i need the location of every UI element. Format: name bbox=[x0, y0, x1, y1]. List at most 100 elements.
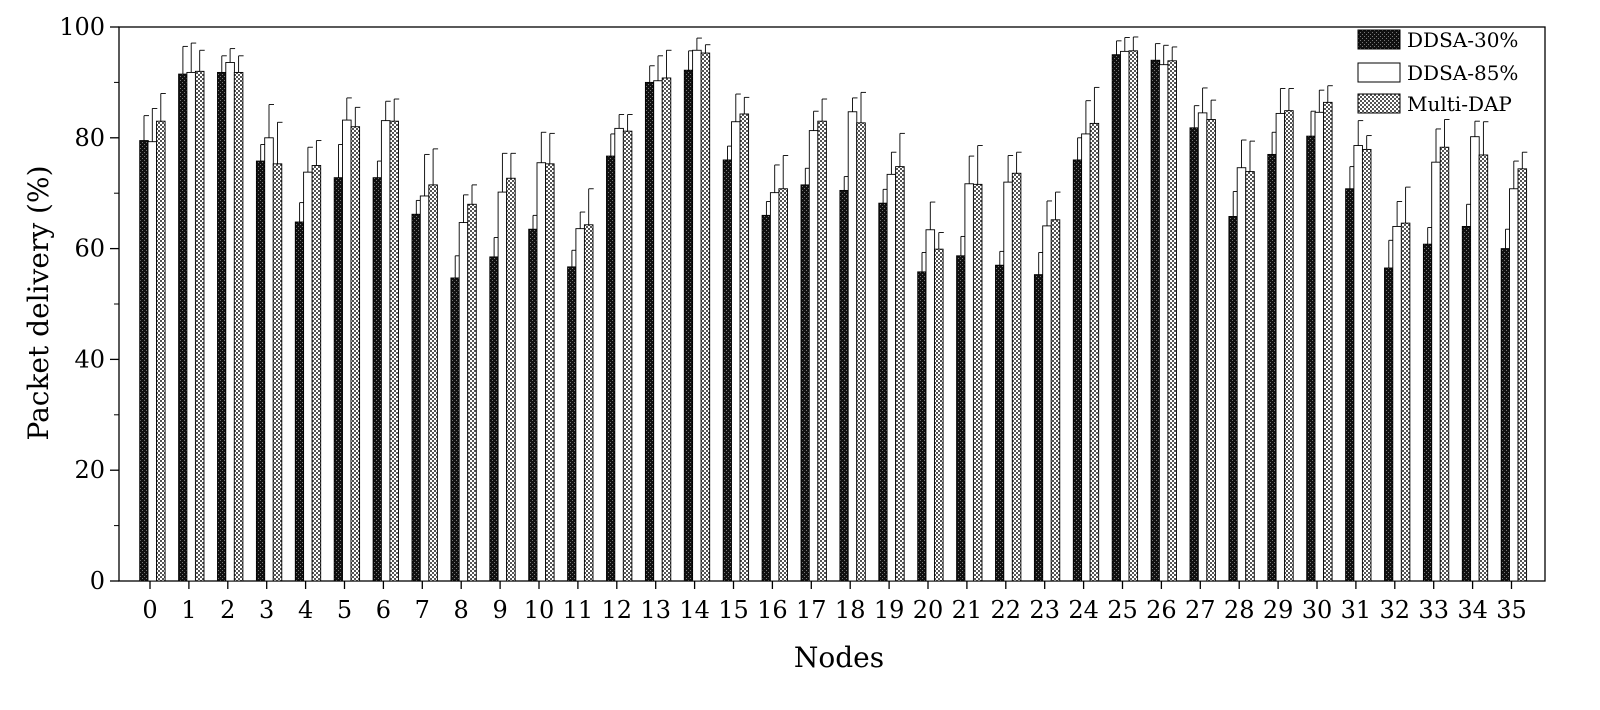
bar-multi-dap bbox=[233, 71, 244, 582]
legend-swatch-ddsa-85 bbox=[1357, 62, 1401, 83]
bar-multi-dap bbox=[389, 120, 399, 582]
y-tick-label: 0 bbox=[90, 567, 105, 595]
x-tick-label: 12 bbox=[602, 596, 633, 624]
bar-multi-dap bbox=[817, 120, 827, 582]
bar-ddsa-85- bbox=[1197, 112, 1208, 582]
bar-multi-dap bbox=[545, 163, 555, 582]
bar-multi-dap bbox=[194, 70, 205, 582]
bar-ddsa-85- bbox=[303, 171, 313, 582]
y-tick-label: 80 bbox=[74, 124, 105, 152]
bar-ddsa-30- bbox=[878, 202, 888, 582]
bar-multi-dap bbox=[1478, 154, 1489, 582]
bar-ddsa-30- bbox=[1345, 188, 1355, 582]
bar-ddsa-30- bbox=[411, 213, 422, 582]
x-tick-label: 24 bbox=[1068, 596, 1099, 624]
bar-ddsa-85- bbox=[925, 229, 936, 582]
bar-multi-dap bbox=[506, 177, 516, 582]
bar-multi-dap bbox=[778, 188, 788, 582]
bar-ddsa-30- bbox=[294, 221, 305, 582]
x-tick-label: 32 bbox=[1380, 596, 1411, 624]
x-tick-label: 33 bbox=[1418, 596, 1449, 624]
bar-multi-dap bbox=[895, 166, 905, 582]
bar-ddsa-85- bbox=[1353, 145, 1363, 582]
bar-multi-dap bbox=[1050, 219, 1061, 582]
x-tick-label: 2 bbox=[220, 596, 235, 624]
bar-ddsa-30- bbox=[1422, 243, 1433, 582]
x-axis-title: Nodes bbox=[794, 641, 884, 674]
bar-multi-dap bbox=[428, 184, 438, 582]
bar-ddsa-85- bbox=[769, 192, 780, 582]
bar-multi-dap bbox=[583, 224, 594, 582]
bar-ddsa-30- bbox=[1228, 216, 1238, 582]
x-tick-label: 5 bbox=[337, 596, 352, 624]
bar-ddsa-85- bbox=[1314, 111, 1325, 582]
bar-ddsa-85- bbox=[1392, 225, 1402, 582]
bar-ddsa-30- bbox=[722, 159, 733, 582]
bar-ddsa-30- bbox=[800, 184, 811, 582]
bar-ddsa-85- bbox=[692, 49, 702, 582]
bar-ddsa-30- bbox=[1111, 54, 1122, 582]
x-tick-label: 26 bbox=[1146, 596, 1177, 624]
bar-multi-dap bbox=[1206, 119, 1216, 582]
y-tick-label: 60 bbox=[74, 235, 105, 263]
x-tick-label: 4 bbox=[298, 596, 313, 624]
x-tick-label: 11 bbox=[563, 596, 594, 624]
bar-ddsa-85- bbox=[225, 62, 235, 582]
bar-ddsa-85- bbox=[1236, 167, 1247, 582]
legend-label-ddsa-85: DDSA-85% bbox=[1407, 61, 1518, 85]
bar-multi-dap bbox=[1245, 171, 1255, 582]
bar-ddsa-30- bbox=[1461, 225, 1472, 582]
x-tick-label: 0 bbox=[142, 596, 157, 624]
y-axis-title: Packet delivery (%) bbox=[22, 166, 55, 441]
bar-ddsa-85- bbox=[808, 130, 819, 582]
bar-multi-dap bbox=[622, 130, 633, 582]
bar-ddsa-85- bbox=[419, 195, 430, 582]
bar-ddsa-30- bbox=[606, 155, 616, 582]
x-tick-label: 25 bbox=[1107, 596, 1138, 624]
bar-multi-dap bbox=[311, 165, 322, 582]
bar-ddsa-30- bbox=[489, 256, 499, 582]
bar-ddsa-85- bbox=[1509, 188, 1519, 582]
bar-ddsa-85- bbox=[1470, 136, 1480, 582]
bar-multi-dap bbox=[350, 126, 361, 582]
bar-ddsa-85- bbox=[264, 137, 274, 582]
x-tick-label: 19 bbox=[874, 596, 905, 624]
bar-ddsa-85- bbox=[614, 127, 624, 582]
bar-ddsa-30- bbox=[1384, 267, 1394, 582]
bar-ddsa-85- bbox=[1003, 181, 1013, 582]
bar-multi-dap bbox=[1517, 168, 1528, 582]
bar-ddsa-30- bbox=[217, 71, 227, 582]
bar-multi-dap bbox=[700, 52, 711, 582]
bar-ddsa-30- bbox=[1189, 127, 1200, 582]
bar-ddsa-30- bbox=[956, 255, 966, 582]
x-tick-label: 13 bbox=[640, 596, 671, 624]
bar-ddsa-30- bbox=[1306, 135, 1316, 582]
bar-ddsa-85- bbox=[886, 173, 897, 582]
bar-ddsa-30- bbox=[1150, 59, 1161, 582]
bar-ddsa-85- bbox=[1042, 225, 1052, 582]
x-tick-label: 21 bbox=[952, 596, 983, 624]
bar-ddsa-30- bbox=[139, 140, 149, 582]
legend-label-ddsa-30: DDSA-30% bbox=[1407, 28, 1518, 52]
bar-ddsa-85- bbox=[1158, 64, 1169, 582]
bar-ddsa-30- bbox=[567, 266, 577, 582]
bar-ddsa-85- bbox=[1081, 133, 1091, 582]
bar-multi-dap bbox=[1128, 50, 1139, 582]
bar-multi-dap bbox=[1400, 222, 1411, 582]
bar-ddsa-85- bbox=[536, 162, 547, 582]
x-tick-label: 30 bbox=[1302, 596, 1333, 624]
x-tick-label: 9 bbox=[492, 596, 507, 624]
bar-ddsa-30- bbox=[450, 277, 460, 582]
bar-ddsa-85- bbox=[186, 71, 196, 582]
x-tick-label: 18 bbox=[835, 596, 866, 624]
bar-ddsa-30- bbox=[1072, 159, 1083, 582]
bar-ddsa-30- bbox=[761, 214, 772, 582]
bar-ddsa-85- bbox=[653, 80, 663, 582]
x-tick-label: 35 bbox=[1496, 596, 1527, 624]
bar-ddsa-85- bbox=[1431, 161, 1441, 582]
bar-ddsa-85- bbox=[458, 222, 469, 582]
bar-multi-dap bbox=[467, 203, 477, 582]
bar-ddsa-30- bbox=[1267, 153, 1277, 582]
